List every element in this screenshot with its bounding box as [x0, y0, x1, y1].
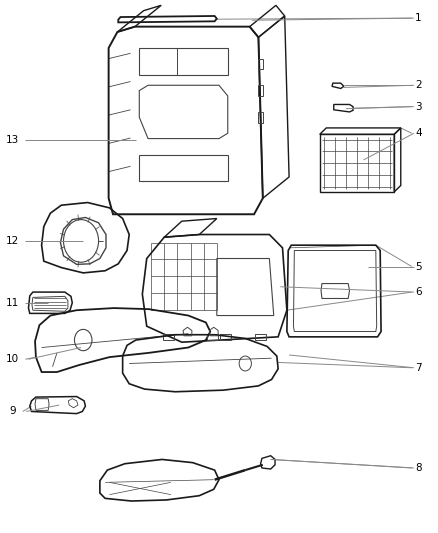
- Text: 1: 1: [415, 13, 422, 23]
- Text: 3: 3: [415, 102, 422, 111]
- Text: 5: 5: [415, 262, 422, 271]
- Text: 9: 9: [9, 407, 16, 416]
- Text: 4: 4: [415, 128, 422, 138]
- Text: 11: 11: [6, 298, 19, 308]
- Text: 6: 6: [415, 287, 422, 297]
- Text: 13: 13: [6, 135, 19, 144]
- Text: 10: 10: [6, 354, 19, 364]
- Text: 8: 8: [415, 463, 422, 473]
- Text: 12: 12: [6, 236, 19, 246]
- Text: 7: 7: [415, 363, 422, 373]
- Text: 2: 2: [415, 80, 422, 90]
